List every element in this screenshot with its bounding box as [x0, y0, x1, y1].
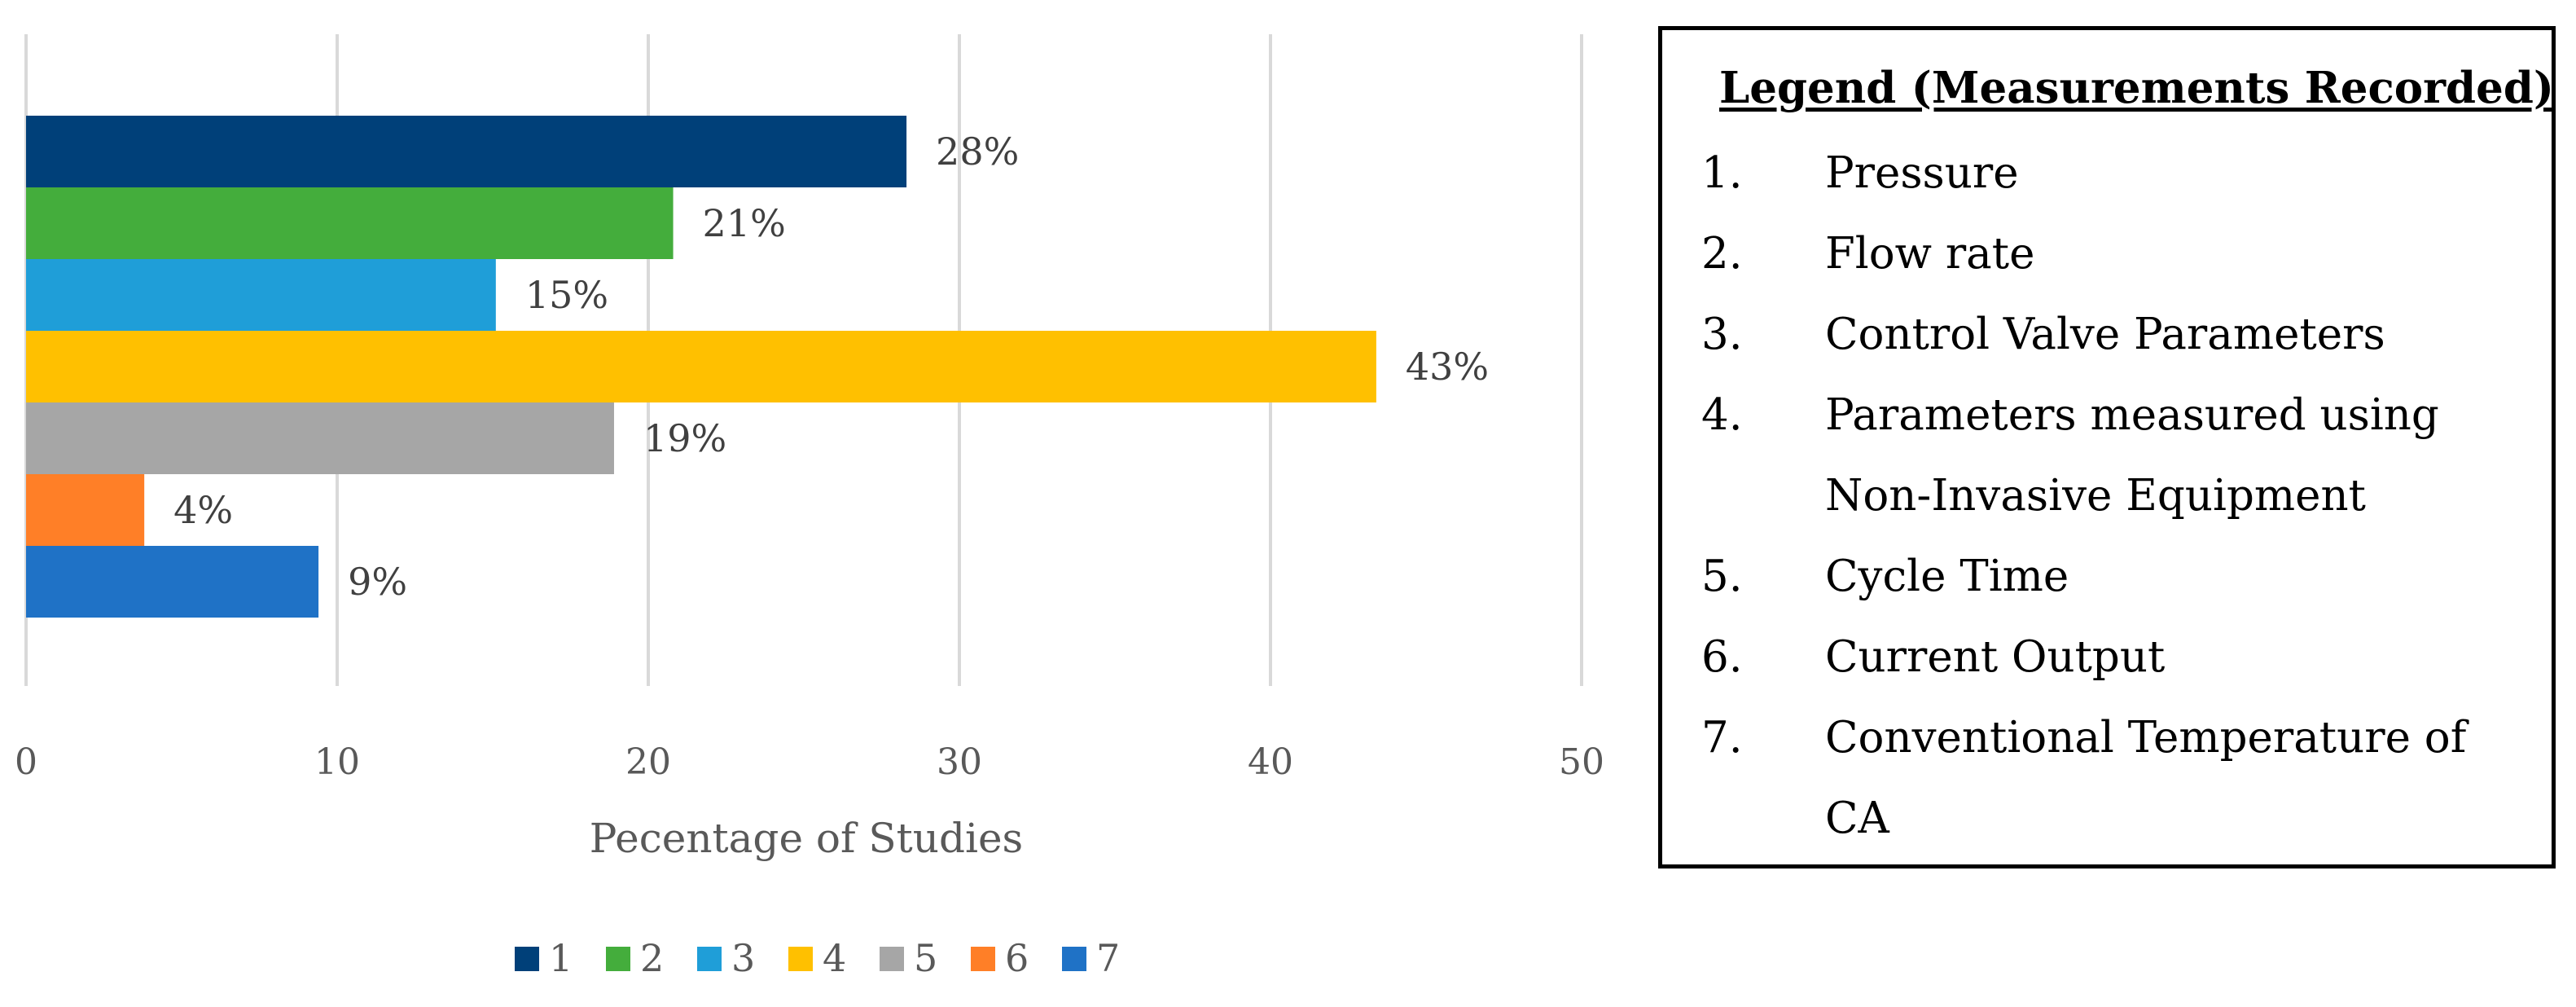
bar-7 [26, 546, 319, 618]
legend-swatch-3 [697, 947, 722, 971]
bars [26, 116, 1376, 618]
legend-label-3: 3 [731, 936, 755, 980]
x-axis-ticks: 0 10 20 30 40 50 [15, 741, 1604, 783]
data-label-7: 9% [348, 560, 407, 604]
legend-swatch-4 [788, 947, 813, 971]
x-tick-label: 40 [1248, 741, 1293, 783]
legend-item-number: 7. [1701, 713, 1743, 763]
legend-item-text: Flow rate [1825, 229, 2035, 279]
bar-chart: 28% 21% 15% 43% 19% 4% 9% 0 10 20 30 40 50 Pecentag… [15, 34, 1604, 980]
data-label-1: 28% [936, 130, 1019, 174]
legend-label-6: 6 [1005, 936, 1029, 980]
legend-item-number: 1. [1701, 148, 1743, 198]
legend-panel-title: Legend (Measurements Recorded) [1719, 63, 2554, 113]
bar-5 [26, 402, 614, 474]
legend-swatch-1 [515, 947, 539, 971]
legend-label-2: 2 [640, 936, 664, 980]
legend-swatch-5 [880, 947, 904, 971]
x-tick-label: 10 [314, 741, 360, 783]
legend-item-number: 3. [1701, 310, 1743, 359]
legend-item-text: Pressure [1825, 148, 2019, 198]
bar-1 [26, 116, 907, 187]
data-label-3: 15% [525, 273, 608, 317]
bar-3 [26, 259, 496, 331]
data-label-5: 19% [643, 416, 726, 460]
x-tick-label: 0 [15, 741, 37, 783]
legend-item-text: Current Output [1825, 632, 2166, 682]
chart-legend: 1 2 3 4 5 6 7 [515, 936, 1120, 980]
x-axis-title: Pecentage of Studies [590, 815, 1023, 862]
legend-item-number: 4. [1701, 390, 1743, 440]
legend-swatch-2 [606, 947, 630, 971]
measurement-legend-panel: Legend (Measurements Recorded) 1. Pressu… [1658, 26, 2556, 868]
legend-item-text: Cycle Time [1825, 552, 2069, 601]
legend-swatch-7 [1062, 947, 1086, 971]
bar-4 [26, 331, 1376, 402]
legend-item-text: Parameters measured using Non-Invasive E… [1825, 390, 2439, 521]
legend-item-number: 6. [1701, 632, 1743, 682]
legend-label-4: 4 [823, 936, 846, 980]
bar-2 [26, 187, 674, 259]
data-label-2: 21% [703, 201, 786, 245]
data-label-6: 4% [173, 488, 233, 532]
legend-item-number: 2. [1701, 229, 1743, 279]
data-label-4: 43% [1406, 345, 1489, 389]
legend-item-text: Control Valve Parameters [1825, 310, 2385, 359]
bar-6 [26, 474, 145, 546]
x-tick-label: 30 [937, 741, 982, 783]
legend-item-number: 5. [1701, 552, 1743, 601]
x-tick-label: 50 [1559, 741, 1604, 783]
legend-label-1: 1 [549, 936, 573, 980]
legend-label-5: 5 [914, 936, 937, 980]
data-labels: 28% 21% 15% 43% 19% 4% 9% [173, 130, 1489, 604]
legend-swatch-6 [971, 947, 995, 971]
legend-item-text: Conventional Temperature of CA [1825, 713, 2467, 843]
legend-label-7: 7 [1096, 936, 1120, 980]
x-tick-label: 20 [625, 741, 671, 783]
